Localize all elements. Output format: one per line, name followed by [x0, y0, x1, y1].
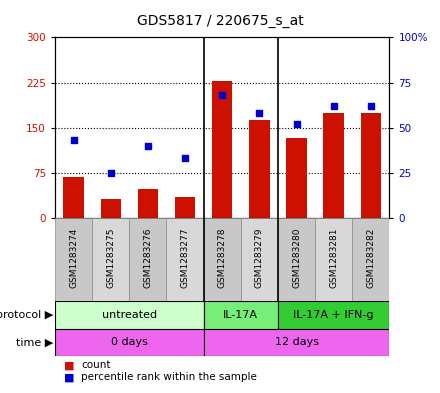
Text: GSM1283280: GSM1283280 [292, 228, 301, 288]
Text: GSM1283276: GSM1283276 [143, 228, 152, 288]
Point [330, 103, 337, 109]
Bar [241, 218, 278, 301]
Bar [204, 301, 278, 329]
Text: GSM1283277: GSM1283277 [180, 228, 190, 288]
Text: GSM1283279: GSM1283279 [255, 228, 264, 288]
Point [107, 170, 114, 176]
Point [367, 103, 374, 109]
Text: GSM1283281: GSM1283281 [329, 228, 338, 288]
Bar [352, 218, 389, 301]
Point [182, 155, 189, 162]
Text: time ▶: time ▶ [15, 337, 53, 347]
Text: ■: ■ [64, 372, 74, 382]
Point [70, 137, 77, 143]
Bar [166, 218, 204, 301]
Bar [323, 113, 344, 218]
Bar [63, 177, 84, 218]
Bar [286, 138, 307, 218]
Bar [204, 329, 389, 356]
Bar [55, 329, 204, 356]
Bar [100, 199, 121, 218]
Bar [278, 218, 315, 301]
Text: GSM1283274: GSM1283274 [69, 228, 78, 288]
Point [144, 143, 151, 149]
Text: percentile rank within the sample: percentile rank within the sample [81, 372, 257, 382]
Point [256, 110, 263, 116]
Bar [175, 197, 195, 218]
Text: GSM1283282: GSM1283282 [367, 228, 375, 288]
Point [219, 92, 226, 98]
Text: untreated: untreated [102, 310, 157, 320]
Bar [315, 218, 352, 301]
Text: IL-17A: IL-17A [223, 310, 258, 320]
Bar [55, 301, 204, 329]
Bar [129, 218, 166, 301]
Bar [212, 81, 232, 218]
Point [293, 121, 300, 127]
Bar [204, 218, 241, 301]
Bar [249, 121, 270, 218]
Text: 12 days: 12 days [275, 337, 319, 347]
Text: ■: ■ [64, 360, 74, 371]
Bar [55, 218, 92, 301]
Bar [138, 189, 158, 218]
Bar [92, 218, 129, 301]
Text: GSM1283278: GSM1283278 [218, 228, 227, 288]
Bar [278, 301, 389, 329]
Text: count: count [81, 360, 111, 371]
Text: GDS5817 / 220675_s_at: GDS5817 / 220675_s_at [137, 14, 303, 28]
Text: GSM1283275: GSM1283275 [106, 228, 115, 288]
Bar [361, 113, 381, 218]
Text: protocol ▶: protocol ▶ [0, 310, 53, 320]
Text: IL-17A + IFN-g: IL-17A + IFN-g [293, 310, 374, 320]
Text: 0 days: 0 days [111, 337, 148, 347]
